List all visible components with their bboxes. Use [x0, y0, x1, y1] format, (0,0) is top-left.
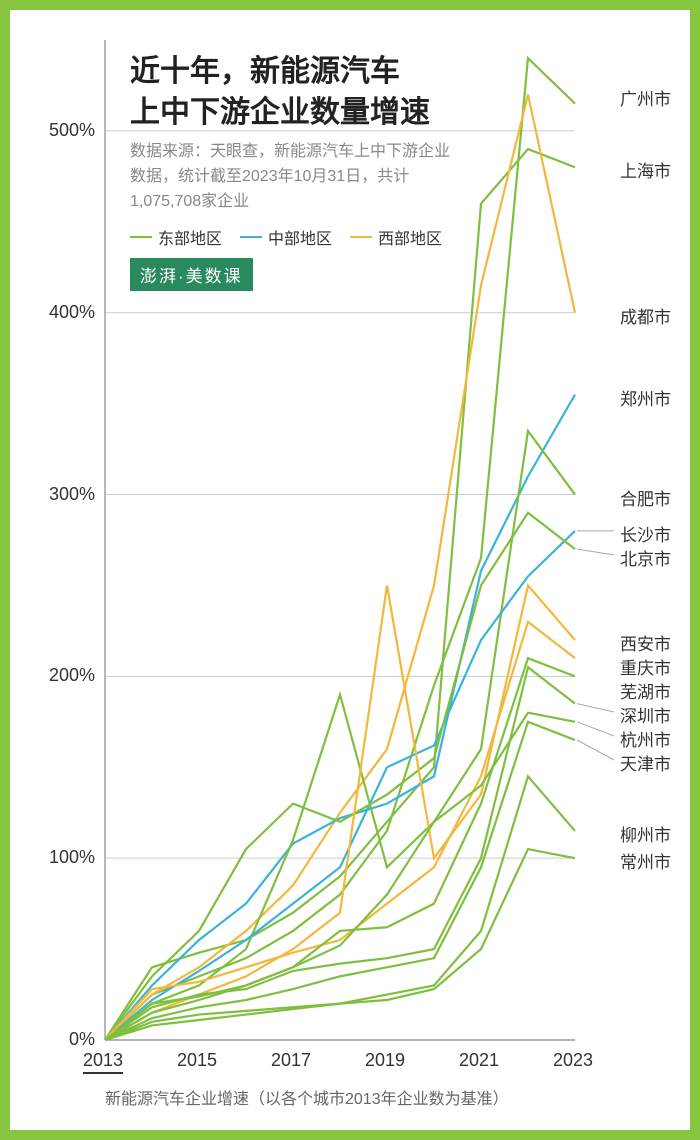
city-label: 天津市	[620, 750, 671, 775]
city-label: 柳州市	[620, 821, 671, 846]
city-label: 郑州市	[620, 385, 671, 410]
city-label: 北京市	[620, 545, 671, 570]
city-label: 合肥市	[620, 485, 671, 510]
city-label: 芜湖市	[620, 678, 671, 703]
city-label: 成都市	[620, 303, 671, 328]
city-label: 深圳市	[620, 702, 671, 727]
source-badge: 澎湃·美数课	[130, 258, 253, 291]
series-天津市	[105, 722, 575, 1040]
y-tick-label: 400%	[35, 302, 95, 323]
x-tick-label: 2019	[365, 1050, 405, 1071]
city-label: 常州市	[620, 848, 671, 873]
legend: 东部地区 中部地区 西部地区	[130, 225, 442, 249]
x-tick-label: 2017	[271, 1050, 311, 1071]
x-tick-label: 2015	[177, 1050, 217, 1071]
x-tick-label: 2021	[459, 1050, 499, 1071]
y-tick-label: 0%	[35, 1029, 95, 1050]
x-tick-label: 2013	[83, 1050, 123, 1074]
city-label: 杭州市	[620, 726, 671, 751]
chart-subtitle: 数据来源：天眼查，新能源汽车上中下游企业数据，统计截至2023年10月31日，共…	[130, 140, 460, 214]
city-label: 上海市	[620, 157, 671, 182]
y-tick-label: 200%	[35, 665, 95, 686]
series-郑州市	[105, 395, 575, 1040]
y-tick-label: 500%	[35, 120, 95, 141]
legend-west: 西部地区	[378, 225, 442, 249]
series-芜湖市	[105, 658, 575, 1040]
y-tick-label: 300%	[35, 484, 95, 505]
chart-title: 近十年，新能源汽车上中下游企业数量增速	[130, 52, 430, 133]
city-label: 长沙市	[620, 521, 671, 546]
city-label: 重庆市	[620, 654, 671, 679]
legend-east: 东部地区	[158, 225, 222, 249]
y-tick-label: 100%	[35, 847, 95, 868]
city-label: 广州市	[620, 85, 671, 110]
x-tick-label: 2023	[553, 1050, 593, 1071]
city-label: 西安市	[620, 630, 671, 655]
legend-central: 中部地区	[268, 225, 332, 249]
x-axis-label: 新能源汽车企业增速（以各个城市2013年企业数为基准）	[105, 1085, 509, 1109]
